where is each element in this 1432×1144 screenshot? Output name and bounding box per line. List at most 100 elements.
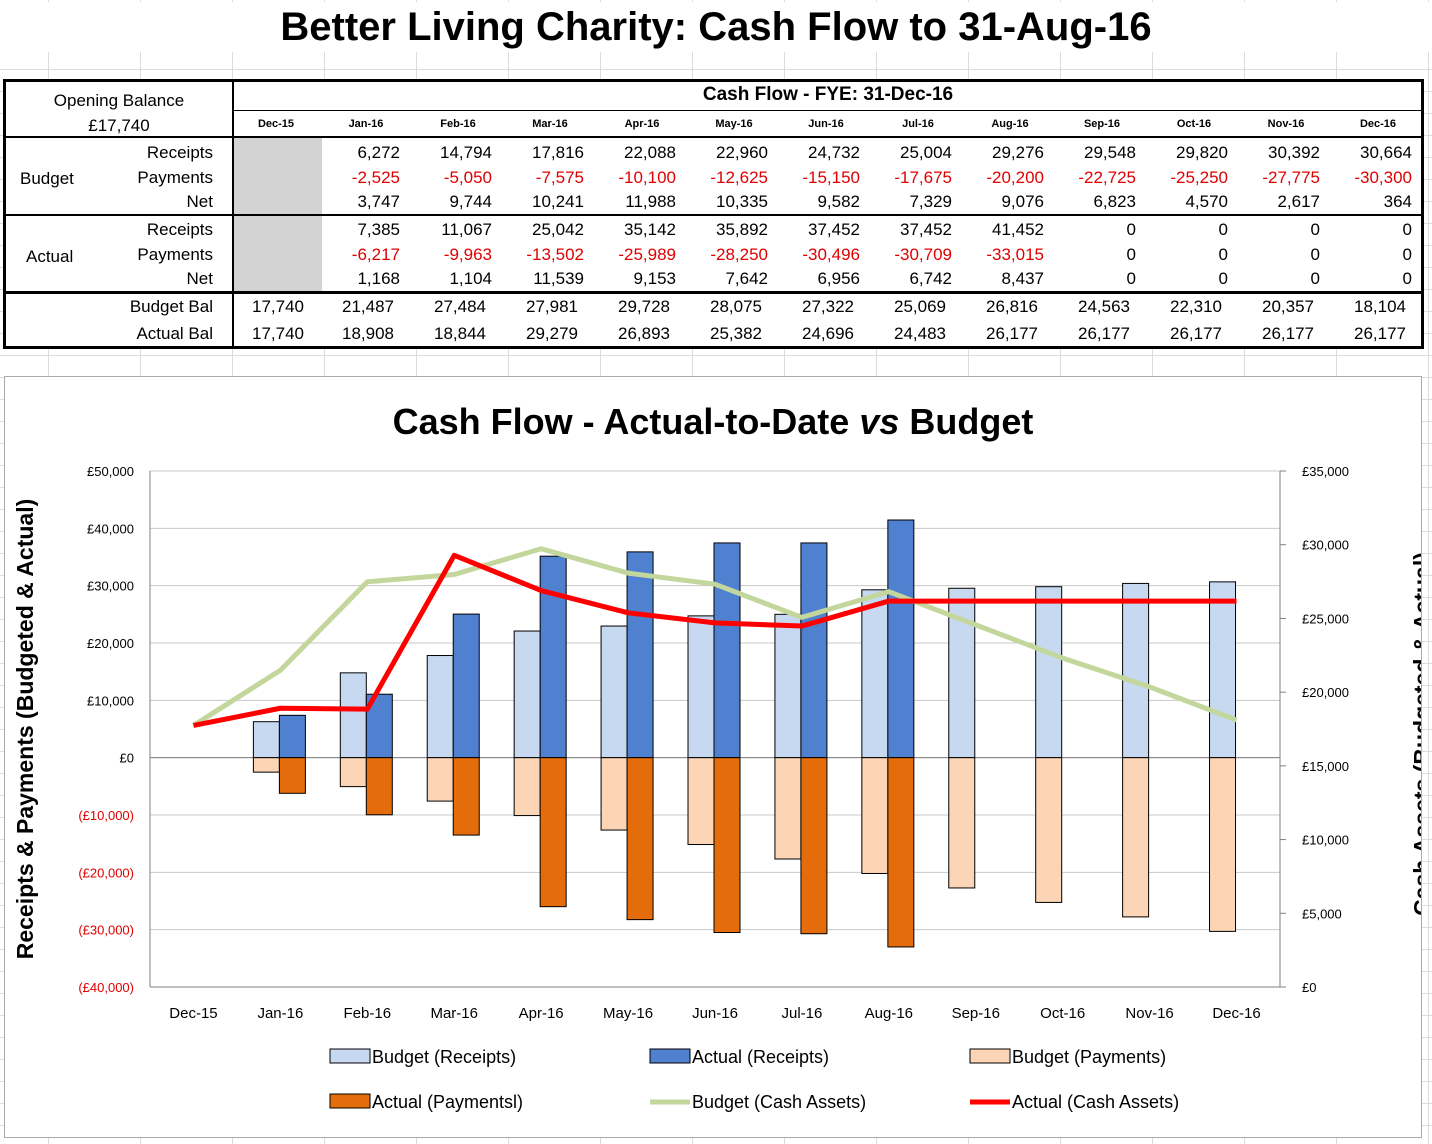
y2-axis-title: Cash Assets (Budgeted & Actual): [1409, 552, 1421, 916]
y-tick-label: (£40,000): [78, 980, 134, 995]
budget-payments-cell: -5,050: [443, 168, 492, 187]
y-tick-label: (£30,000): [78, 923, 134, 938]
month-header: Jul-16: [902, 118, 934, 130]
x-tick-label: Oct-16: [1040, 1005, 1085, 1022]
x-tick-label: Dec-15: [169, 1005, 217, 1022]
budget-payments-cell: -27,775: [1262, 168, 1320, 187]
bar-budget-receipts: [774, 613, 802, 759]
row-label: Actual Bal: [136, 324, 213, 343]
bar-actual-receipts: [800, 542, 828, 759]
budget-receipts-cell: 22,088: [624, 143, 676, 162]
budget-balance-cell: 22,310: [1170, 297, 1222, 316]
bar-actual-receipts: [278, 714, 306, 759]
table-header: Cash Flow - FYE: 31-Dec-16: [702, 84, 954, 105]
actual-payments-cell: -25,989: [618, 245, 676, 264]
bar-budget-payments: [687, 757, 715, 846]
bar-actual-paymentsl: [800, 757, 828, 935]
actual-balance-cell: 26,177: [1354, 324, 1406, 343]
budget-payments-cell: -17,675: [894, 168, 952, 187]
actual-receipts-cell: 41,452: [992, 220, 1044, 239]
actual-payments-cell: -6,217: [351, 245, 400, 264]
legend-label: Budget (Cash Assets): [692, 1092, 866, 1112]
budget-receipts-cell: 29,276: [992, 143, 1044, 162]
budget-payments-cell: -2,525: [351, 168, 400, 187]
bar-budget-receipts: [1122, 582, 1150, 759]
budget-payments-cell: -25,250: [1170, 168, 1228, 187]
table-rule: [6, 136, 1421, 138]
legend-swatch: [969, 1048, 1011, 1064]
legend-label: Actual (Paymentsl): [372, 1092, 523, 1112]
bar-budget-receipts: [339, 672, 367, 759]
budget-receipts-cell: 17,816: [532, 143, 584, 162]
y2-tick-label: £0: [1302, 980, 1316, 995]
budget-receipts-cell: 30,392: [1268, 143, 1320, 162]
month-header: Jun-16: [808, 118, 844, 130]
y-tick-label: (£10,000): [78, 808, 134, 823]
actual-balance-cell: 26,177: [1262, 324, 1314, 343]
y2-tick-label: £35,000: [1302, 464, 1349, 479]
budget-net-cell: 11,988: [625, 192, 676, 211]
legend-label: Budget (Payments): [1012, 1047, 1166, 1067]
x-tick-label: May-16: [603, 1005, 653, 1022]
legend-label: Budget (Receipts): [372, 1047, 516, 1067]
budget-balance-cell: 26,816: [986, 297, 1038, 316]
budget-balance-cell: 27,981: [526, 297, 578, 316]
bar-budget-receipts: [861, 589, 889, 759]
budget-balance-cell: 20,357: [1262, 297, 1314, 316]
y-axis-title: Receipts & Payments (Budgeted & Actual): [12, 499, 38, 960]
budget-balance-cell: 24,563: [1078, 297, 1130, 316]
y2-tick-label: £20,000: [1302, 685, 1349, 700]
x-tick-label: Feb-16: [344, 1005, 392, 1022]
actual-net-cell: 0: [1218, 269, 1228, 288]
row-label: Net: [186, 192, 213, 211]
actual-balance-cell: 18,908: [342, 324, 394, 343]
x-tick-label: Aug-16: [865, 1005, 913, 1022]
bar-actual-paymentsl: [278, 757, 306, 794]
y-tick-label: £30,000: [87, 579, 134, 594]
opening-balance-value: £17,740: [88, 116, 150, 135]
month-header: Aug-16: [991, 118, 1029, 130]
actual-net-cell: 0: [1402, 269, 1412, 288]
actual-payments-cell: -30,709: [894, 245, 952, 264]
bar-actual-receipts: [713, 542, 741, 759]
actual-payments-cell: -28,250: [710, 245, 768, 264]
legend-label: Actual (Receipts): [692, 1047, 829, 1067]
budget-net-cell: 10,241: [532, 192, 584, 211]
month-header: Mar-16: [532, 118, 568, 130]
budget-net-cell: 9,076: [1001, 192, 1044, 211]
bar-actual-receipts: [452, 613, 480, 759]
budget-receipts-cell: 29,548: [1084, 143, 1136, 162]
bar-budget-payments: [1209, 757, 1237, 932]
actual-payments-cell: -13,502: [526, 245, 584, 264]
bar-actual-receipts: [626, 551, 654, 759]
table-rule: [6, 214, 1421, 216]
legend-swatch: [649, 1048, 691, 1064]
actual-payments-cell: 0: [1218, 245, 1228, 264]
bar-budget-payments: [861, 757, 889, 874]
chart-panel: Cash Flow - Actual-to-Date vs Budget £50,…: [4, 376, 1432, 1138]
actual-receipts-cell: 11,067: [441, 220, 492, 239]
actual-payments-cell: 0: [1310, 245, 1320, 264]
line-actual-cash-assets: [192, 552, 1237, 728]
month-header: Nov-16: [1267, 118, 1305, 130]
actual-balance-cell: 26,177: [986, 324, 1038, 343]
month-header: Feb-16: [440, 118, 476, 130]
actual-balance-cell: 26,177: [1078, 324, 1130, 343]
actual-net-cell: 1,104: [449, 269, 492, 288]
x-tick-label: Mar-16: [430, 1005, 478, 1022]
budget-balance-cell: 27,484: [434, 297, 486, 316]
budget-payments-cell: -7,575: [535, 168, 584, 187]
bar-actual-paymentsl: [452, 757, 480, 836]
actual-balance-cell: 17,740: [252, 324, 304, 343]
budget-balance-cell: 27,322: [802, 297, 854, 316]
actual-receipts-cell: 25,042: [532, 220, 584, 239]
bar-budget-receipts: [1035, 586, 1063, 759]
x-tick-label: Dec-16: [1212, 1005, 1260, 1022]
bar-actual-receipts: [539, 555, 567, 759]
actual-net-cell: 6,956: [817, 269, 860, 288]
budget-receipts-cell: 24,732: [808, 143, 860, 162]
actual-payments-cell: -9,963: [443, 245, 492, 264]
month-header: Jan-16: [348, 118, 384, 130]
actual-balance-cell: 24,696: [802, 324, 854, 343]
budget-group-label: Budget: [20, 169, 74, 188]
